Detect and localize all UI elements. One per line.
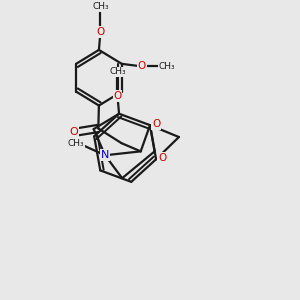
Text: O: O <box>152 119 160 129</box>
Text: O: O <box>138 61 146 71</box>
Text: O: O <box>69 127 78 137</box>
Text: O: O <box>113 91 122 101</box>
Text: CH₃: CH₃ <box>68 139 84 148</box>
Text: CH₃: CH₃ <box>92 2 109 11</box>
Text: CH₃: CH₃ <box>159 62 175 71</box>
Text: O: O <box>96 27 105 37</box>
Text: O: O <box>158 153 166 163</box>
Text: N: N <box>101 150 109 160</box>
Text: CH₃: CH₃ <box>109 67 126 76</box>
